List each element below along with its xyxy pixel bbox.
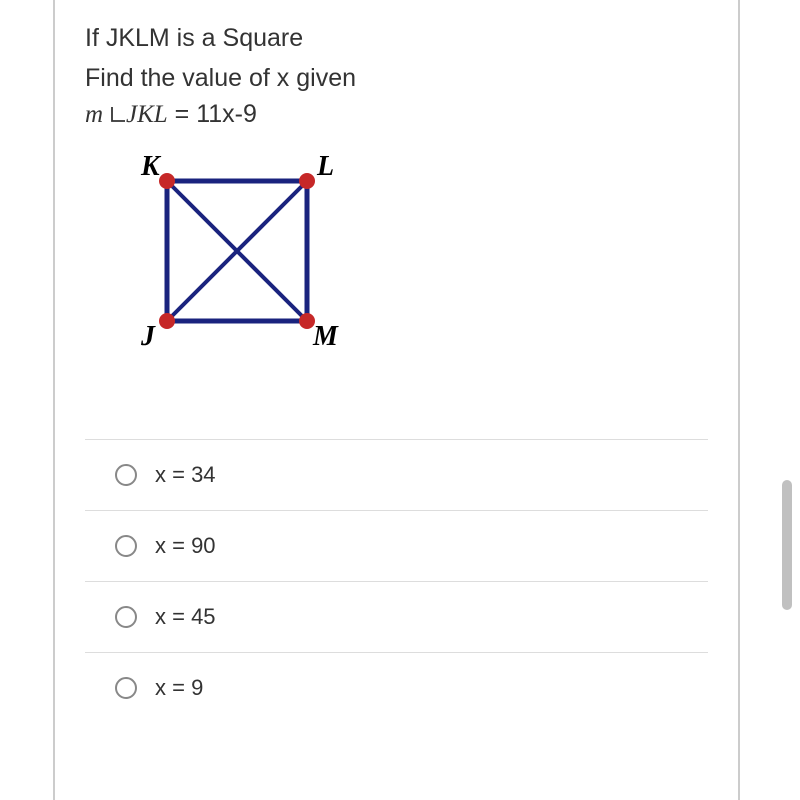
left-margin bbox=[0, 0, 55, 800]
svg-text:M: M bbox=[312, 321, 339, 352]
radio-icon[interactable] bbox=[115, 535, 137, 557]
angle-label: JKL bbox=[126, 101, 168, 128]
option-label: x = 45 bbox=[155, 604, 216, 630]
scrollbar-thumb[interactable] bbox=[782, 480, 792, 610]
angle-icon bbox=[110, 104, 126, 124]
square-diagram: K L J M bbox=[125, 139, 350, 364]
answer-options: x = 34 x = 90 x = 45 x = 9 bbox=[85, 439, 708, 723]
right-margin bbox=[738, 0, 800, 800]
radio-icon[interactable] bbox=[115, 677, 137, 699]
option-row[interactable]: x = 9 bbox=[85, 652, 708, 723]
svg-text:J: J bbox=[140, 321, 156, 352]
svg-text:L: L bbox=[316, 151, 334, 182]
option-row[interactable]: x = 34 bbox=[85, 439, 708, 510]
angle-expression: m JKL = 11x-9 bbox=[85, 100, 708, 129]
question-line-2: Find the value of x given bbox=[85, 58, 708, 98]
radio-icon[interactable] bbox=[115, 464, 137, 486]
option-row[interactable]: x = 90 bbox=[85, 510, 708, 581]
diagram: K L J M bbox=[125, 139, 708, 369]
option-label: x = 9 bbox=[155, 675, 203, 701]
option-row[interactable]: x = 45 bbox=[85, 581, 708, 652]
option-label: x = 34 bbox=[155, 462, 216, 488]
radio-icon[interactable] bbox=[115, 606, 137, 628]
svg-text:K: K bbox=[140, 151, 162, 182]
option-label: x = 90 bbox=[155, 533, 216, 559]
measure-m: m bbox=[85, 101, 103, 128]
question-line-1: If JKLM is a Square bbox=[85, 18, 708, 58]
angle-value: = 11x-9 bbox=[168, 100, 257, 128]
question-content: If JKLM is a Square Find the value of x … bbox=[55, 0, 738, 800]
